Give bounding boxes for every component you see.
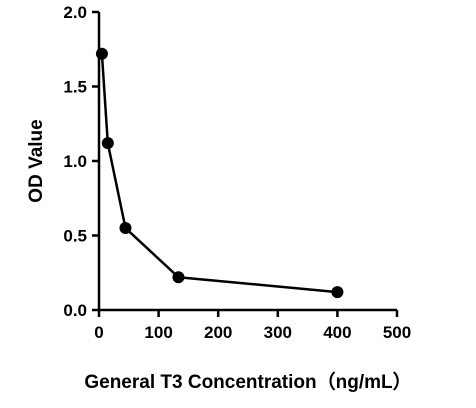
y-tick-label: 2.0 bbox=[63, 3, 87, 22]
data-point bbox=[172, 271, 185, 284]
x-ticks: 0 100 200 300 400 500 bbox=[94, 310, 411, 342]
data-point bbox=[101, 137, 114, 150]
x-tick-label: 400 bbox=[323, 323, 351, 342]
y-tick-label: 1.0 bbox=[63, 152, 87, 171]
y-axis-label: OD Value bbox=[26, 119, 47, 202]
y-tick-label: 0.0 bbox=[63, 301, 87, 320]
data-point bbox=[331, 286, 344, 299]
series-layer bbox=[95, 47, 344, 299]
x-tick-label: 300 bbox=[264, 323, 292, 342]
series-line bbox=[100, 53, 338, 294]
axes bbox=[97, 12, 397, 312]
x-tick-label: 200 bbox=[204, 323, 232, 342]
data-point bbox=[95, 47, 108, 60]
y-tick-label: 1.5 bbox=[63, 78, 87, 97]
data-point bbox=[119, 222, 132, 235]
y-tick-label: 0.5 bbox=[63, 227, 87, 246]
x-tick-label: 0 bbox=[94, 323, 103, 342]
y-ticks: 0.0 0.5 1.0 1.5 2.0 bbox=[63, 3, 99, 320]
x-tick-label: 100 bbox=[144, 323, 172, 342]
x-tick-label: 500 bbox=[383, 323, 411, 342]
x-axis-label: General T3 Concentration（ng/mL） bbox=[84, 370, 411, 393]
